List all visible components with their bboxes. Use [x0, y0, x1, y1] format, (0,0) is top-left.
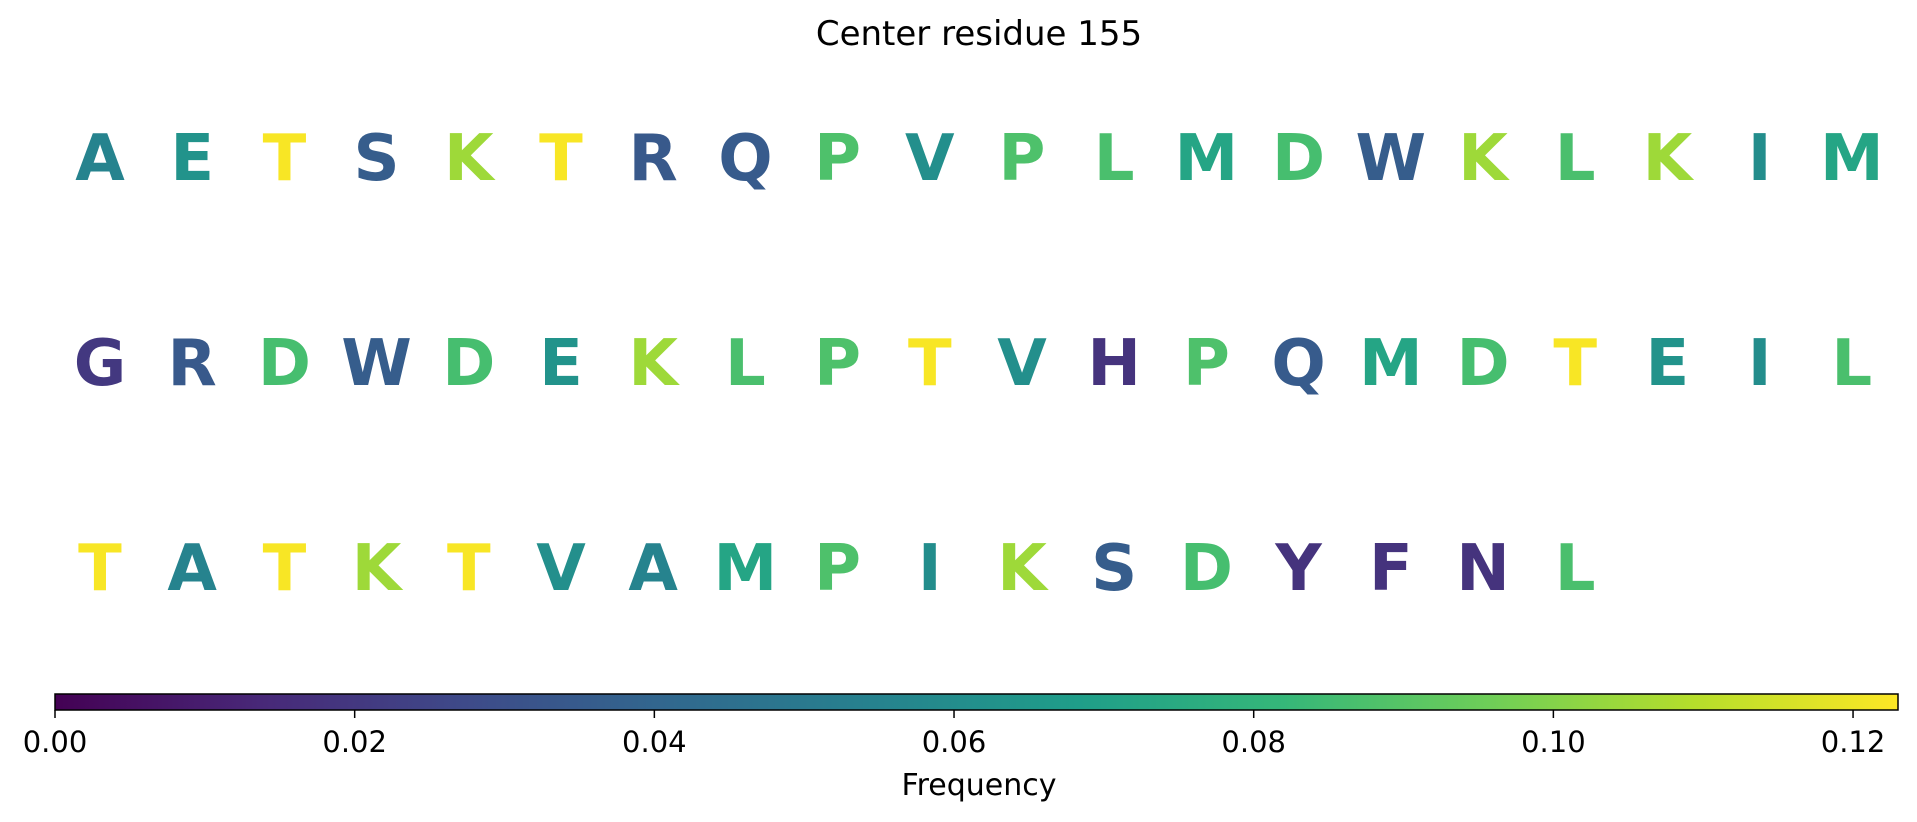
residue-letter: I	[918, 532, 942, 606]
residue-letter: T	[78, 532, 122, 606]
residue-letter: L	[1831, 327, 1872, 401]
residue-letter: Q	[1271, 327, 1325, 401]
residue-letter: L	[1555, 122, 1596, 196]
residue-letter: T	[1553, 327, 1597, 401]
residue-letter: T	[447, 532, 491, 606]
residue-letter: Q	[718, 122, 772, 196]
residue-letter: N	[1456, 532, 1510, 606]
colorbar-tick-label: 0.04	[622, 725, 687, 759]
residue-letter: I	[1748, 122, 1772, 196]
residue-letter: V	[905, 122, 955, 196]
residue-letter: K	[1458, 122, 1510, 196]
residue-letter: P	[1183, 327, 1230, 401]
residue-letter: T	[263, 122, 307, 196]
residue-letters: A E T S K T R Q P V P L M D W K L K I MG R D W D E K L P T V H P Q M D T E I L…	[74, 122, 1884, 606]
residue-letter: E	[170, 122, 214, 196]
residue-letter: D	[258, 327, 311, 401]
residue-letter: I	[1748, 327, 1772, 401]
colorbar-tick-label: 0.08	[1221, 725, 1286, 759]
residue-letter: K	[1643, 122, 1695, 196]
colorbar: 0.00 0.02 0.04 0.06 0.08 0.10 0.12	[23, 693, 1899, 759]
colorbar-tick-label: 0.02	[322, 725, 387, 759]
residue-letter: T	[263, 532, 307, 606]
residue-letter: W	[1356, 122, 1427, 196]
residue-letter: R	[629, 122, 678, 196]
residue-letter: K	[628, 327, 680, 401]
residue-letter: S	[1091, 532, 1137, 606]
residue-letter: V	[997, 327, 1047, 401]
residue-letter: E	[539, 327, 583, 401]
residue-letter: M	[1175, 122, 1239, 196]
residue-letter: M	[714, 532, 778, 606]
residue-letter: P	[814, 122, 861, 196]
residue-letter: A	[167, 532, 217, 606]
residue-letter: L	[1094, 122, 1135, 196]
residue-letter: D	[1272, 122, 1325, 196]
residue-letter: R	[168, 327, 217, 401]
residue-letter: D	[442, 327, 495, 401]
residue-letter: H	[1087, 327, 1141, 401]
residue-letter: E	[1646, 327, 1690, 401]
residue-letter: L	[1555, 532, 1596, 606]
residue-letter: G	[74, 327, 127, 401]
residue-letter: K	[352, 532, 404, 606]
residue-letter: M	[1359, 327, 1423, 401]
residue-letter: L	[725, 327, 766, 401]
colorbar-tick-label: 0.06	[922, 725, 987, 759]
residue-letter: K	[997, 532, 1049, 606]
residue-letter: S	[354, 122, 400, 196]
residue-letter: D	[1456, 327, 1509, 401]
colorbar-tick-label: 0.12	[1821, 725, 1886, 759]
residue-letter: T	[539, 122, 583, 196]
residue-letter: A	[628, 532, 678, 606]
residue-letter: F	[1369, 532, 1413, 606]
residue-letter: D	[1180, 532, 1233, 606]
residue-letter: K	[444, 122, 496, 196]
colorbar-gradient	[54, 693, 1899, 711]
residue-letter: P	[814, 327, 861, 401]
residue-letter: V	[536, 532, 586, 606]
colorbar-ticks: 0.00 0.02 0.04 0.06 0.08 0.10 0.12	[23, 710, 1886, 759]
residue-letter: A	[75, 122, 125, 196]
colorbar-label: Frequency	[901, 768, 1057, 803]
residue-letter: T	[908, 327, 952, 401]
residue-letter: M	[1820, 122, 1884, 196]
residue-letter: Y	[1274, 532, 1322, 606]
residue-letter: P	[814, 532, 861, 606]
chart-title: Center residue 155	[815, 14, 1143, 54]
colorbar-tick-label: 0.00	[23, 725, 88, 759]
residue-letter: W	[341, 327, 412, 401]
residue-letter: P	[999, 122, 1046, 196]
colorbar-tick-label: 0.10	[1521, 725, 1586, 759]
